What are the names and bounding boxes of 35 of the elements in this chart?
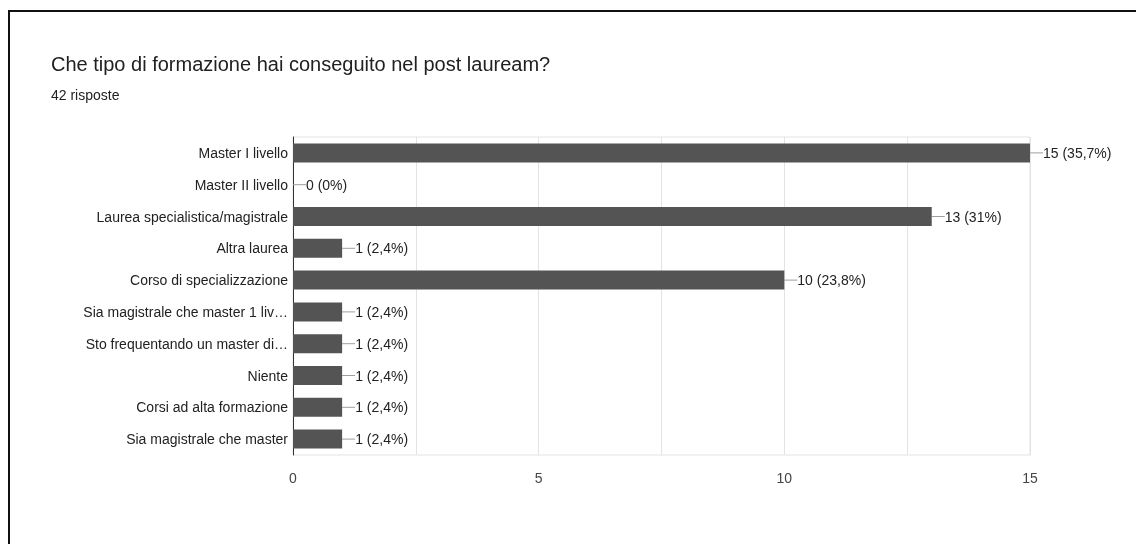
y-tick-label: Niente bbox=[247, 367, 289, 384]
x-tick-label: 15 bbox=[1022, 470, 1038, 486]
data-label: 1 (2,4%) bbox=[355, 367, 409, 384]
chart-title: Che tipo di formazione hai conseguito nel post lauream? bbox=[51, 53, 551, 75]
data-label: 1 (2,4%) bbox=[355, 240, 409, 257]
bar bbox=[293, 429, 343, 449]
y-tick-label: Master I livello bbox=[198, 144, 289, 161]
text: 42 risposte bbox=[51, 87, 120, 103]
bar bbox=[293, 143, 1030, 163]
x-tick-label: 5 bbox=[534, 470, 543, 486]
data-label: 0 (0%) bbox=[306, 176, 348, 193]
data-label: 15 (35,7%) bbox=[1043, 144, 1112, 161]
data-label: 13 (31%) bbox=[944, 208, 1002, 225]
y-tick-label: Sia magistrale che master 1 liv… bbox=[83, 303, 288, 320]
y-tick-label: Corso di specializzazione bbox=[130, 272, 289, 289]
data-label: 10 (23,8%) bbox=[797, 272, 866, 289]
bar bbox=[293, 302, 343, 322]
data-label: 1 (2,4%) bbox=[355, 335, 409, 352]
bar bbox=[293, 334, 343, 354]
y-tick-label: Laurea specialistica/magistrale bbox=[96, 208, 289, 225]
y-tick-label: Master II livello bbox=[194, 176, 289, 193]
bar bbox=[293, 366, 343, 385]
y-tick-label: Corsi ad alta formazione bbox=[136, 399, 289, 416]
bar bbox=[293, 207, 932, 226]
y-tick-label: Altra laurea bbox=[216, 240, 289, 257]
y-tick-label: Sia magistrale che master bbox=[126, 431, 289, 448]
bar bbox=[293, 270, 785, 290]
data-label: 1 (2,4%) bbox=[355, 431, 409, 448]
data-label: 1 (2,4%) bbox=[355, 399, 409, 416]
bar bbox=[293, 238, 343, 258]
x-tick-label: 0 bbox=[289, 470, 298, 486]
data-label: 1 (2,4%) bbox=[355, 303, 409, 320]
x-tick-label: 10 bbox=[776, 470, 793, 486]
bar bbox=[293, 397, 343, 417]
y-tick-label: Sto frequentando un master di… bbox=[85, 335, 288, 352]
